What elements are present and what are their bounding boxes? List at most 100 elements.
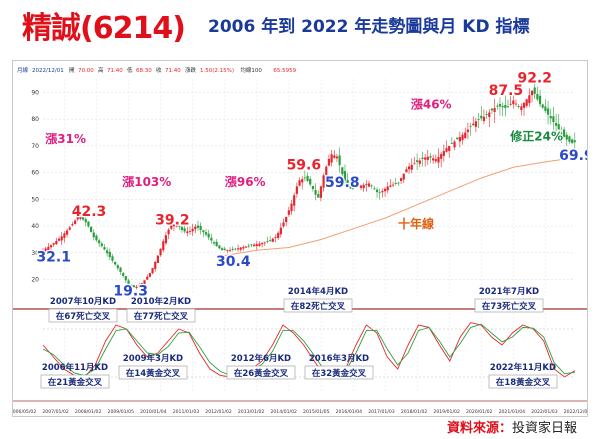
candle-body [549, 115, 552, 119]
candle-body [188, 231, 192, 232]
candle-body [378, 192, 381, 194]
candle-body [127, 280, 130, 285]
swing-label: 漲103% [122, 174, 171, 189]
candle-body [156, 255, 160, 263]
candle-body [408, 166, 411, 170]
candle-body [448, 145, 451, 151]
candle-body [151, 268, 154, 274]
x-tick-label: 2015/01/05 [303, 409, 330, 415]
chart-subtitle: 2006 年到 2022 年走勢圖與月 KD 指標 [208, 17, 530, 37]
candle-body [544, 106, 547, 111]
candle-body [204, 232, 208, 235]
candle-body [255, 244, 258, 247]
candle-body [472, 123, 475, 126]
candle-body [60, 236, 63, 241]
candle-body [239, 247, 242, 250]
swing-label: 修正24% [509, 129, 563, 144]
candle-body [172, 224, 176, 227]
kd-series-D [42, 323, 576, 376]
death-cross-2-box [283, 298, 353, 313]
candle-body [261, 243, 264, 245]
candle-body [327, 158, 331, 166]
candle-body [461, 134, 464, 141]
legend-text-9: 71.40 [165, 68, 181, 74]
candle-body [442, 151, 445, 156]
candle-body [538, 95, 542, 105]
candle-body [84, 219, 87, 223]
golden-cross-1-count: 在14黃金交叉 [126, 368, 181, 379]
death-cross-3-month: 2021年7月KD [479, 286, 539, 297]
candle-body [298, 180, 301, 186]
candle-body [41, 250, 45, 251]
candle-body [322, 175, 325, 188]
candle-body [178, 224, 181, 227]
golden-cross-2-count: 在26黃金交叉 [234, 368, 289, 379]
candle-body [354, 185, 357, 188]
candle-body [506, 106, 510, 108]
candle-body [180, 226, 184, 231]
candle-body [405, 169, 408, 173]
candle-body [223, 248, 226, 251]
candle-body [367, 183, 371, 187]
candle-body [421, 157, 424, 160]
ten-year-ma-line [224, 157, 576, 257]
legend-text-5: 71.40 [107, 68, 123, 74]
candle-body [226, 250, 229, 251]
candle-body [306, 175, 309, 182]
candle-body [466, 129, 469, 133]
candle-body [103, 247, 106, 250]
candle-body [301, 179, 304, 183]
death-cross-1-box [126, 308, 196, 323]
candle-body [279, 227, 282, 235]
candle-body [557, 124, 560, 130]
candle-body [493, 108, 496, 112]
golden-cross-3-month: 2016年3月KD [309, 353, 369, 364]
source-value: 投資家日報 [511, 421, 577, 436]
golden-cross-4-count: 在18黃金交叉 [496, 377, 551, 388]
candle-body [528, 95, 531, 104]
death-cross-0-month: 2007年10月KD [50, 296, 116, 307]
candle-body [44, 248, 47, 252]
candle-body [277, 232, 280, 239]
legend-text-8: 收 [156, 66, 162, 74]
candle-body [424, 157, 427, 160]
candle-body [365, 184, 368, 185]
x-tick-label: 2022/12/01 [564, 409, 587, 415]
candle-body [357, 186, 360, 187]
candle-body [416, 160, 419, 162]
candle-body [108, 251, 111, 258]
candle-body [359, 185, 363, 188]
candle-body [183, 228, 186, 232]
death-cross-0-box [48, 308, 118, 323]
candle-body [386, 186, 389, 191]
candle-body [140, 283, 143, 285]
candle-body [573, 140, 576, 143]
candle-body [57, 238, 61, 241]
candle-body [194, 226, 197, 230]
candle-body [504, 104, 507, 108]
legend-text-10: 漲跌 [185, 66, 197, 74]
candle-body [287, 210, 290, 215]
candle-body [560, 132, 563, 134]
candle-body [207, 233, 210, 238]
candle-body [485, 114, 488, 116]
y-tick-label: 60 [31, 170, 39, 177]
candle-body [450, 143, 453, 144]
candle-body [303, 177, 306, 179]
death-cross-1-count: 在77死亡交叉 [134, 311, 189, 322]
swing-label: 漲31% [45, 131, 86, 146]
x-tick-label: 2020/01/02 [466, 409, 493, 415]
candle-body [47, 246, 50, 251]
candle-body [293, 195, 296, 206]
y-tick-label: 30 [31, 250, 39, 257]
candle-body [474, 121, 478, 127]
x-tick-label: 2022/01/03 [531, 409, 558, 415]
candle-body [514, 103, 518, 105]
candle-body [274, 237, 277, 238]
candle-body [52, 243, 55, 245]
source-footer: 資料來源：投資家日報 [447, 417, 577, 436]
candle-body [55, 240, 58, 245]
x-tick-label: 2009/01/05 [108, 409, 135, 415]
x-tick-label: 2007/01/02 [42, 409, 69, 415]
candle-body [496, 105, 499, 107]
